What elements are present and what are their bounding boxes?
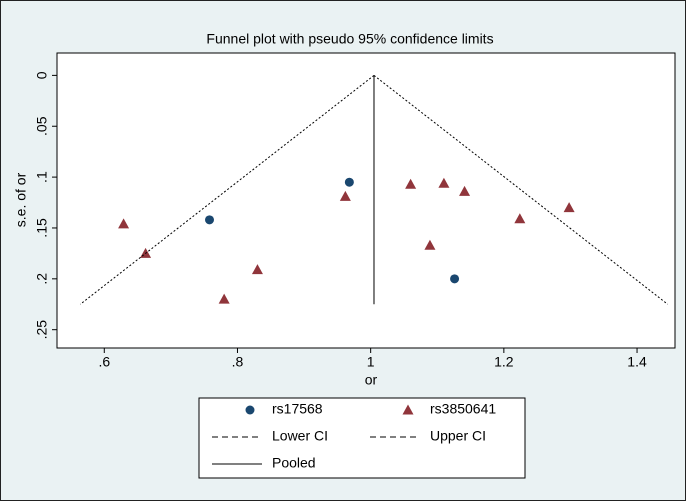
chart-title: Funnel plot with pseudo 95% confidence l… — [206, 31, 493, 47]
point — [405, 178, 417, 189]
point — [438, 177, 450, 188]
point — [424, 239, 436, 250]
legend-marker — [402, 404, 414, 415]
legend-label: Lower CI — [272, 428, 328, 444]
y-axis-label: s.e. of or — [13, 172, 29, 227]
legend-label: rs3850641 — [430, 401, 496, 417]
x-tick-label: .8 — [232, 354, 244, 370]
point — [251, 264, 263, 275]
x-axis-label: or — [365, 372, 378, 388]
point — [459, 185, 471, 196]
point — [514, 213, 526, 224]
legend-label: Pooled — [272, 455, 316, 471]
point — [450, 274, 460, 284]
y-tick-label: .15 — [34, 218, 50, 238]
point — [205, 215, 215, 225]
point — [563, 202, 575, 213]
y-tick-label: .25 — [34, 320, 50, 340]
legend-label: Upper CI — [430, 428, 486, 444]
x-tick-label: 1.2 — [494, 354, 514, 370]
point — [344, 177, 354, 187]
x-tick-label: .6 — [98, 354, 110, 370]
legend-label: rs17568 — [272, 401, 323, 417]
point — [339, 190, 351, 201]
point — [218, 293, 230, 304]
y-tick-label: 0 — [34, 71, 50, 79]
plot-area — [56, 52, 676, 349]
y-tick-label: .2 — [34, 273, 50, 285]
legend-marker — [245, 405, 255, 415]
y-tick-label: .05 — [34, 116, 50, 136]
x-tick-label: 1 — [367, 354, 375, 370]
y-tick-label: .1 — [34, 171, 50, 183]
point — [118, 218, 130, 229]
x-tick-label: 1.4 — [627, 354, 647, 370]
